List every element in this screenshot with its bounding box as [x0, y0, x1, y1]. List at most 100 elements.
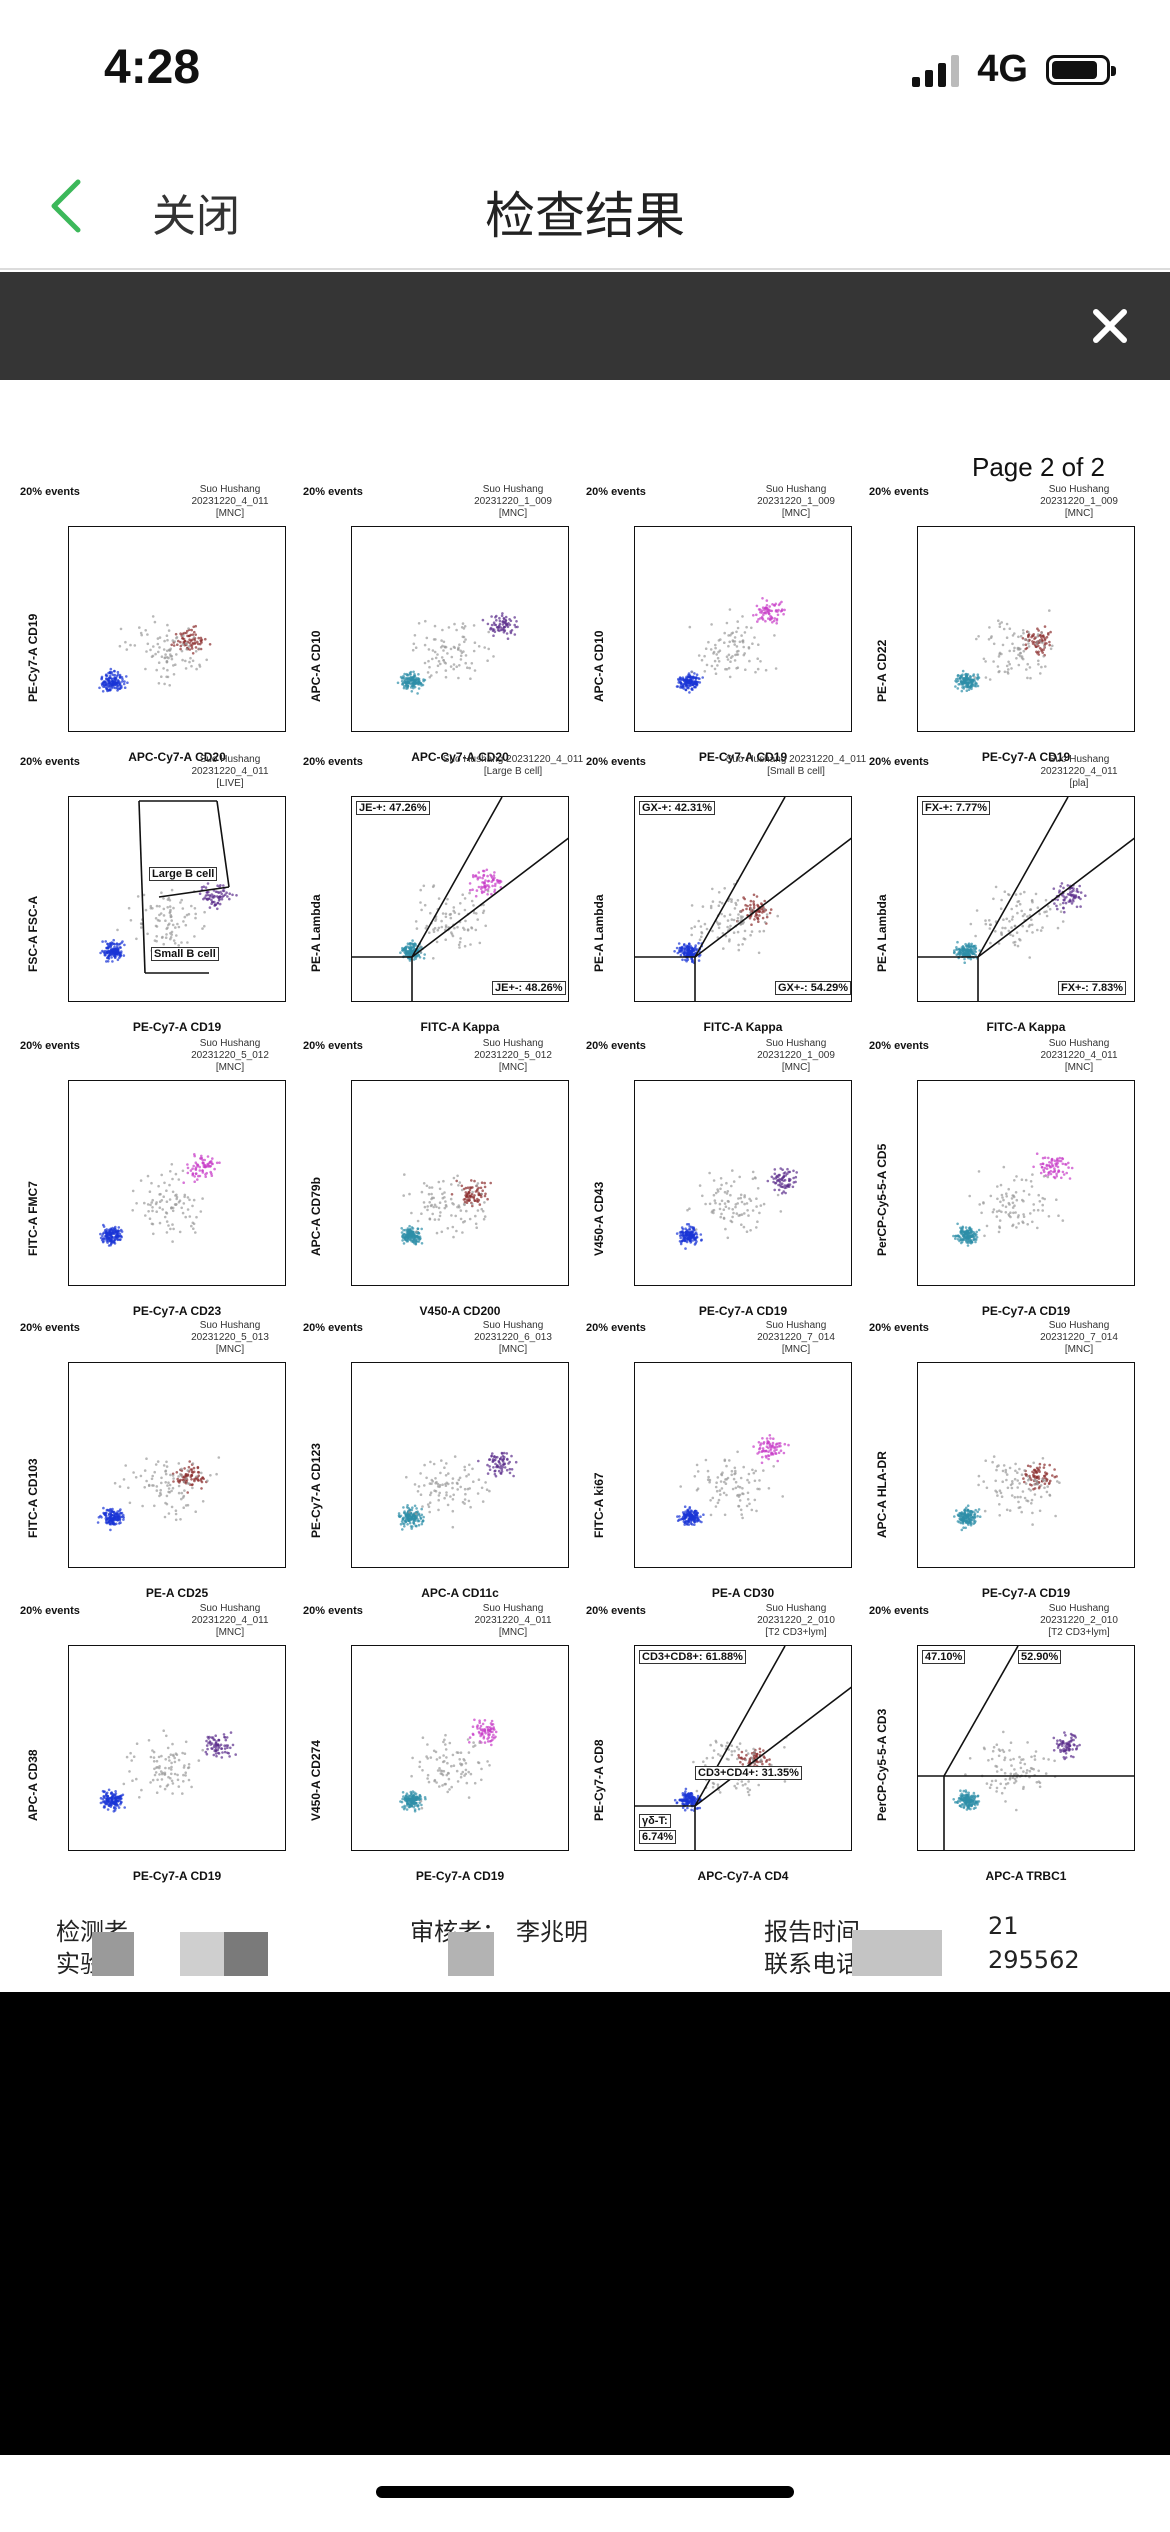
plot-x-axis-label: PE-Cy7-A CD23	[132, 1304, 222, 1318]
close-button[interactable]: 关闭	[152, 191, 240, 242]
sample-line: Suo Hushang	[765, 1038, 827, 1049]
scatter-dots	[952, 1152, 1074, 1247]
gate-label: 6.74%	[639, 1830, 677, 1844]
plot-y-axis-label: PE-Cy7-A CD123	[309, 1443, 323, 1538]
sample-line: 20231220_4_011	[191, 496, 269, 507]
plot-events-label: 20% events	[20, 486, 80, 498]
plot-y-axis-label: APC-A CD79b	[309, 1177, 323, 1256]
plot-sample-info: Suo Hushang 20231220_4_011 [MNC]	[130, 484, 330, 520]
gate-label: JE-+: 47.26%	[356, 801, 430, 815]
sample-line: Suo Hushang	[482, 1603, 544, 1614]
scatter-plot: Large B cell Small B cell	[68, 796, 286, 1002]
gate-label: 52.90%	[1018, 1650, 1062, 1664]
plot-sample-info: Suo Hushang 20231220_1_009 [MNC]	[696, 484, 896, 520]
sample-line: 20231220_1_009	[757, 1050, 835, 1061]
sample-line: 20231220_2_010	[1040, 1615, 1118, 1626]
sample-line: [MNC]	[781, 1344, 811, 1355]
sample-line: 20231220_4_011	[1040, 1050, 1118, 1061]
network-type: 4G	[977, 48, 1028, 90]
sample-line: Suo Hushang	[1048, 754, 1110, 765]
home-indicator[interactable]	[376, 2486, 794, 2498]
status-indicators: 4G	[912, 48, 1116, 91]
sample-line: 20231220_5_012	[474, 1050, 552, 1061]
scatter-plot	[351, 1080, 569, 1286]
sample-line: 20231220_1_009	[474, 496, 552, 507]
sample-line: [MNC]	[781, 1062, 811, 1073]
plot-y-axis-label: PE-A Lambda	[309, 894, 323, 972]
sample-line: Suo Hushang	[1048, 1038, 1110, 1049]
sample-line: Suo Hushang	[1048, 1320, 1110, 1331]
sample-line: Suo Hushang	[199, 484, 261, 495]
redacted-name	[224, 1932, 268, 1976]
plot-events-label: 20% events	[586, 1605, 646, 1617]
plot-y-axis-label: PE-A Lambda	[875, 894, 889, 972]
plot-events-label: 20% events	[20, 1322, 80, 1334]
sample-line: 20231220_1_009	[1040, 496, 1118, 507]
scatter-dots	[676, 1434, 790, 1526]
plot-x-axis-label: APC-A TRBC1	[985, 1869, 1067, 1883]
sample-line: 20231220_6_013	[474, 1332, 552, 1343]
scatter-dots	[675, 1167, 798, 1250]
plot-x-axis-label: PE-Cy7-A CD19	[698, 1304, 788, 1318]
sample-line: [MNC]	[498, 1344, 528, 1355]
sample-line: 20231220_4_011	[191, 766, 269, 777]
gate-label: Large B cell	[149, 867, 218, 881]
back-chevron-icon[interactable]	[42, 176, 92, 236]
sample-line: [MNC]	[1064, 1062, 1094, 1073]
scatter-dots	[918, 1646, 1134, 1850]
plot-events-label: 20% events	[869, 1040, 929, 1052]
plot-sample-info: Suo Hushang 20231220_5_012 [MNC]	[130, 1038, 330, 1074]
sample-line: [Large B cell]	[483, 766, 543, 777]
phone-label: 联系电话	[764, 1950, 860, 1978]
gate-label: JE+-: 48.26%	[492, 981, 566, 995]
plot-y-axis-label: FITC-A FMC7	[26, 1181, 40, 1256]
scatter-dots	[918, 797, 1134, 1001]
plot-y-axis-label: FITC-A CD103	[26, 1458, 40, 1538]
viewer-background	[0, 1992, 1170, 2532]
scatter-dots	[675, 597, 786, 694]
plot-x-axis-label: PE-Cy7-A CD19	[981, 1586, 1071, 1600]
sample-line: 20231220_1_009	[757, 496, 835, 507]
sample-line: [LIVE]	[216, 778, 244, 789]
scatter-plot	[634, 1362, 852, 1568]
gate-label: CD3+CD8+: 61.88%	[639, 1650, 746, 1664]
plot-events-label: 20% events	[303, 1322, 363, 1334]
scatter-dots	[99, 800, 238, 974]
sample-line: 20231220_7_014	[1040, 1332, 1118, 1343]
plot-sample-info: Suo Hushang 20231220_1_009 [MNC]	[696, 1038, 896, 1074]
scatter-dots	[953, 1455, 1061, 1532]
plot-sample-info: Suo Hushang 20231220_4_011 [Large B cell]	[413, 754, 613, 778]
redacted-name	[92, 1932, 134, 1976]
sample-line: [T2 CD3+lym]	[765, 1627, 827, 1638]
scatter-plot: GX-+: 42.31% GX+-: 54.29%	[634, 796, 852, 1002]
plot-sample-info: Suo Hushang 20231220_2_010 [T2 CD3+lym]	[979, 1603, 1170, 1639]
scatter-plot: FX-+: 7.77% FX+-: 7.83%	[917, 796, 1135, 1002]
plot-x-axis-label: V450-A CD200	[419, 1304, 501, 1318]
close-icon[interactable]	[1080, 296, 1140, 356]
phone-value: 295562	[988, 1946, 1080, 1974]
sample-line: Suo Hushang 20231220_4_011	[725, 754, 867, 765]
sample-line: 20231220_4_011	[191, 1615, 269, 1626]
gate-label: GX-+: 42.31%	[639, 801, 716, 815]
plot-events-label: 20% events	[20, 756, 80, 768]
gate-label: 47.10%	[922, 1650, 966, 1664]
scatter-dots	[96, 1456, 221, 1532]
scatter-dots	[98, 615, 212, 693]
plot-y-axis-label: V450-A CD274	[309, 1740, 323, 1821]
gate-label: CD3+CD4+: 31.35%	[695, 1766, 802, 1780]
sample-line: 20231220_5_012	[191, 1050, 269, 1061]
plot-events-label: 20% events	[303, 486, 363, 498]
plot-events-label: 20% events	[869, 756, 929, 768]
plot-y-axis-label: PE-Cy7-A CD8	[592, 1739, 606, 1821]
sample-line: Suo Hushang	[765, 1320, 827, 1331]
sample-line: [MNC]	[1064, 1344, 1094, 1355]
scatter-plot	[917, 1362, 1135, 1568]
plot-events-label: 20% events	[586, 756, 646, 768]
plot-x-axis-label: APC-A CD11c	[421, 1586, 499, 1600]
gate-label: Small B cell	[151, 947, 219, 961]
plot-y-axis-label: PerCP-Cy5-5-A CD3	[875, 1708, 889, 1821]
reviewer-name: 李兆明	[516, 1918, 588, 1946]
sample-line: 20231220_5_013	[191, 1332, 269, 1343]
scatter-plot	[68, 1362, 286, 1568]
sample-line: 20231220_7_014	[757, 1332, 835, 1343]
